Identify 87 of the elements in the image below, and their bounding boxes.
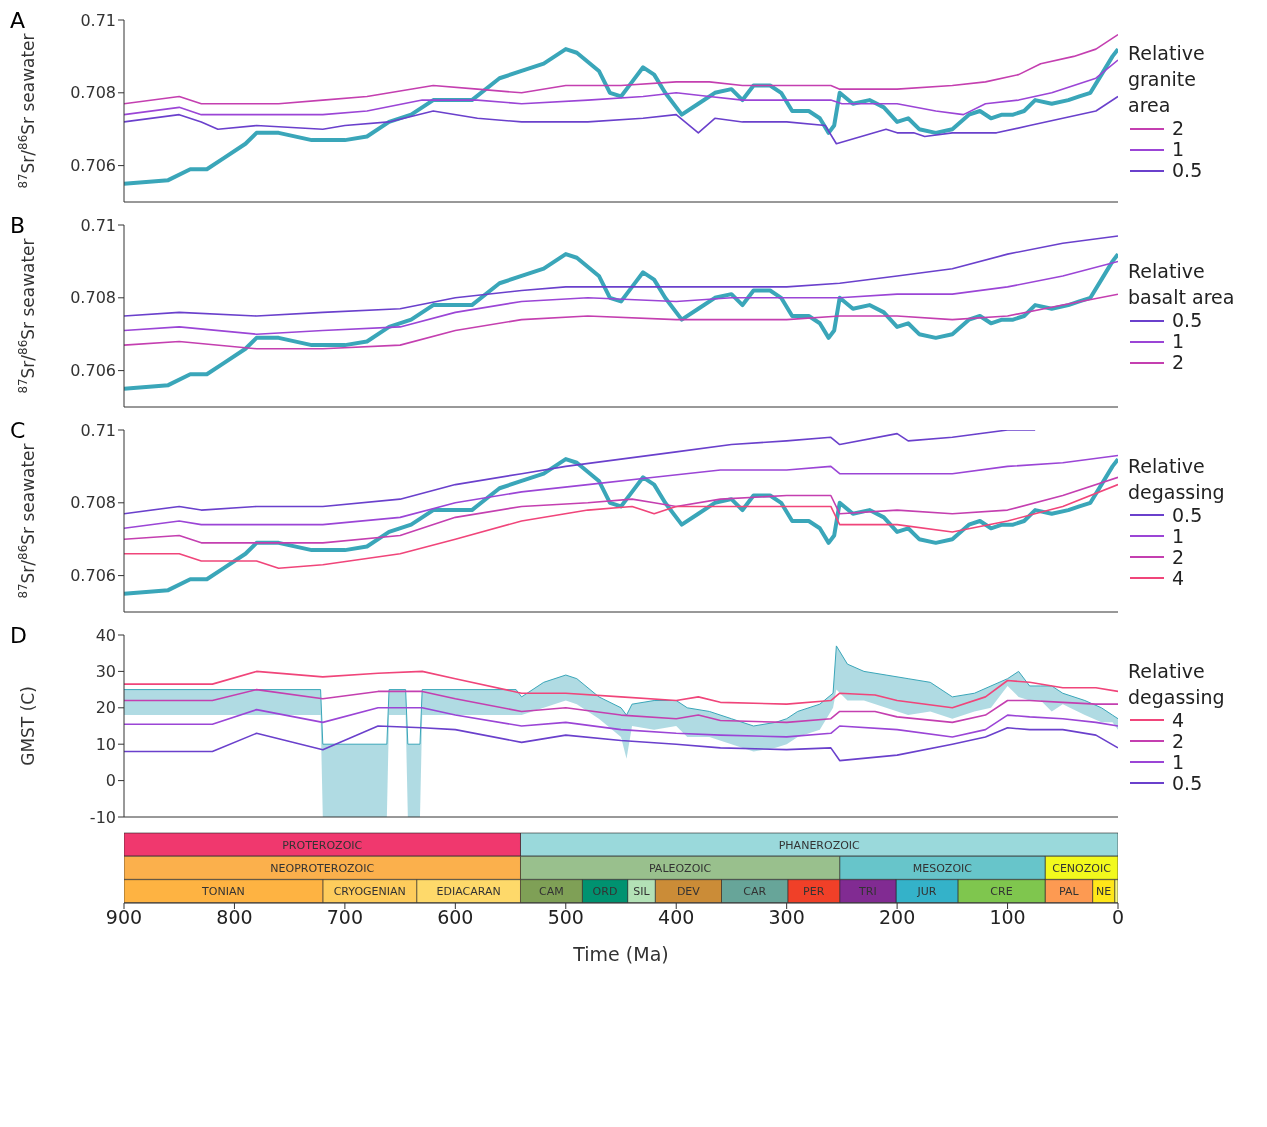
legend-title: Relative degassing <box>1128 658 1226 710</box>
y-tick-label: -10 <box>89 807 116 827</box>
x-tick-label: 300 <box>768 906 805 929</box>
legend-label: 2 <box>1172 351 1185 373</box>
line-series <box>124 688 1118 724</box>
legend-label: 1 <box>1172 524 1185 547</box>
x-axis-title: Time (Ma) <box>572 943 669 965</box>
legend-title: Relative granite area <box>1128 41 1206 118</box>
legend-label: 0.5 <box>1172 771 1203 794</box>
line-series <box>124 59 1118 116</box>
line-series <box>124 725 1118 762</box>
y-tick-label: 20 <box>95 698 116 718</box>
y-axis-title: GMST (C) <box>18 686 38 766</box>
data-label: CRYOGENIAN <box>333 885 406 899</box>
line-series <box>124 252 1118 391</box>
x-tick-label: 700 <box>326 906 364 929</box>
y-tick-label: 0 <box>105 771 116 791</box>
line-series <box>124 476 1118 544</box>
legend-label: 4 <box>1172 708 1185 731</box>
data-label: PALEOZOIC <box>648 861 712 875</box>
x-tick-label: 900 <box>105 906 143 929</box>
data-label: DEV <box>676 885 701 899</box>
legend-label: 2 <box>1172 545 1185 568</box>
data-label: CAR <box>743 885 767 899</box>
x-tick-label: 400 <box>658 906 695 929</box>
chart-title: D <box>10 623 27 648</box>
legend-title: Relative degassing <box>1128 453 1226 505</box>
data-label: PER <box>803 885 825 899</box>
data-label: PHANEROZOIC <box>778 838 861 852</box>
data-label: MESOZOIC <box>912 861 973 875</box>
y-tick-label: 0.708 <box>70 83 116 103</box>
line-series <box>124 670 1118 709</box>
line-series <box>124 235 1118 317</box>
legend-title: Relative basalt area <box>1128 259 1236 310</box>
line-series <box>124 260 1118 335</box>
legend-label: 0.5 <box>1172 309 1203 331</box>
legend-label: 1 <box>1172 138 1185 160</box>
line-series <box>124 454 1118 530</box>
data-label: PAL <box>1059 885 1080 899</box>
data-label: TRI <box>858 885 877 899</box>
x-tick-label: 100 <box>989 906 1026 929</box>
line-series <box>124 430 1036 515</box>
x-tick-label: 0 <box>1111 906 1125 929</box>
legend-label: 2 <box>1172 117 1185 139</box>
y-tick-label: 40 <box>95 625 116 645</box>
line-series <box>124 707 1118 738</box>
data-label: EDIACARAN <box>436 885 501 899</box>
y-tick-label: 10 <box>95 734 116 754</box>
y-tick-label: 0.71 <box>80 420 116 440</box>
line-series <box>124 95 1118 145</box>
y-tick-label: 0.71 <box>80 215 116 235</box>
line-series <box>124 293 1118 350</box>
x-tick-label: 800 <box>216 906 253 929</box>
legend-label: 4 <box>1172 566 1185 589</box>
y-tick-label: 0.706 <box>70 156 116 176</box>
line-series <box>124 483 1118 570</box>
data-label: JUR <box>916 885 937 899</box>
y-tick-label: 0.706 <box>70 566 116 586</box>
y-tick-label: 0.706 <box>70 361 116 381</box>
data-label: TONIAN <box>201 885 245 899</box>
y-tick-label: 0.708 <box>70 288 116 308</box>
legend-label: 1 <box>1172 750 1185 773</box>
x-tick-label: 500 <box>547 906 584 929</box>
line-series <box>124 33 1118 105</box>
data-label: NE <box>1096 885 1112 899</box>
data-label: PROTEROZOIC <box>282 838 363 852</box>
data-label: SIL <box>633 885 651 899</box>
y-tick-label: 0.71 <box>80 10 116 30</box>
chart-title: B <box>10 213 26 238</box>
chart-title: C <box>10 418 26 443</box>
y-tick-label: 30 <box>95 662 116 682</box>
x-tick-label: 600 <box>437 906 474 929</box>
line-series <box>124 47 1118 186</box>
chart-title: A <box>10 8 26 33</box>
x-tick-label: 200 <box>878 906 916 929</box>
legend-label: 1 <box>1172 330 1185 352</box>
legend-label: 0.5 <box>1172 503 1203 526</box>
legend-label: 0.5 <box>1172 159 1203 181</box>
data-label: CENOZOIC <box>1052 861 1112 875</box>
data-label: NEOPROTEROZOIC <box>270 861 375 875</box>
line-series <box>124 645 1118 745</box>
legend-label: 2 <box>1172 729 1185 752</box>
data-label: CRE <box>990 885 1013 899</box>
data-label: ORD <box>592 885 618 899</box>
y-tick-label: 0.708 <box>70 493 116 513</box>
data-label: CAM <box>539 885 564 899</box>
line-series <box>124 457 1118 596</box>
